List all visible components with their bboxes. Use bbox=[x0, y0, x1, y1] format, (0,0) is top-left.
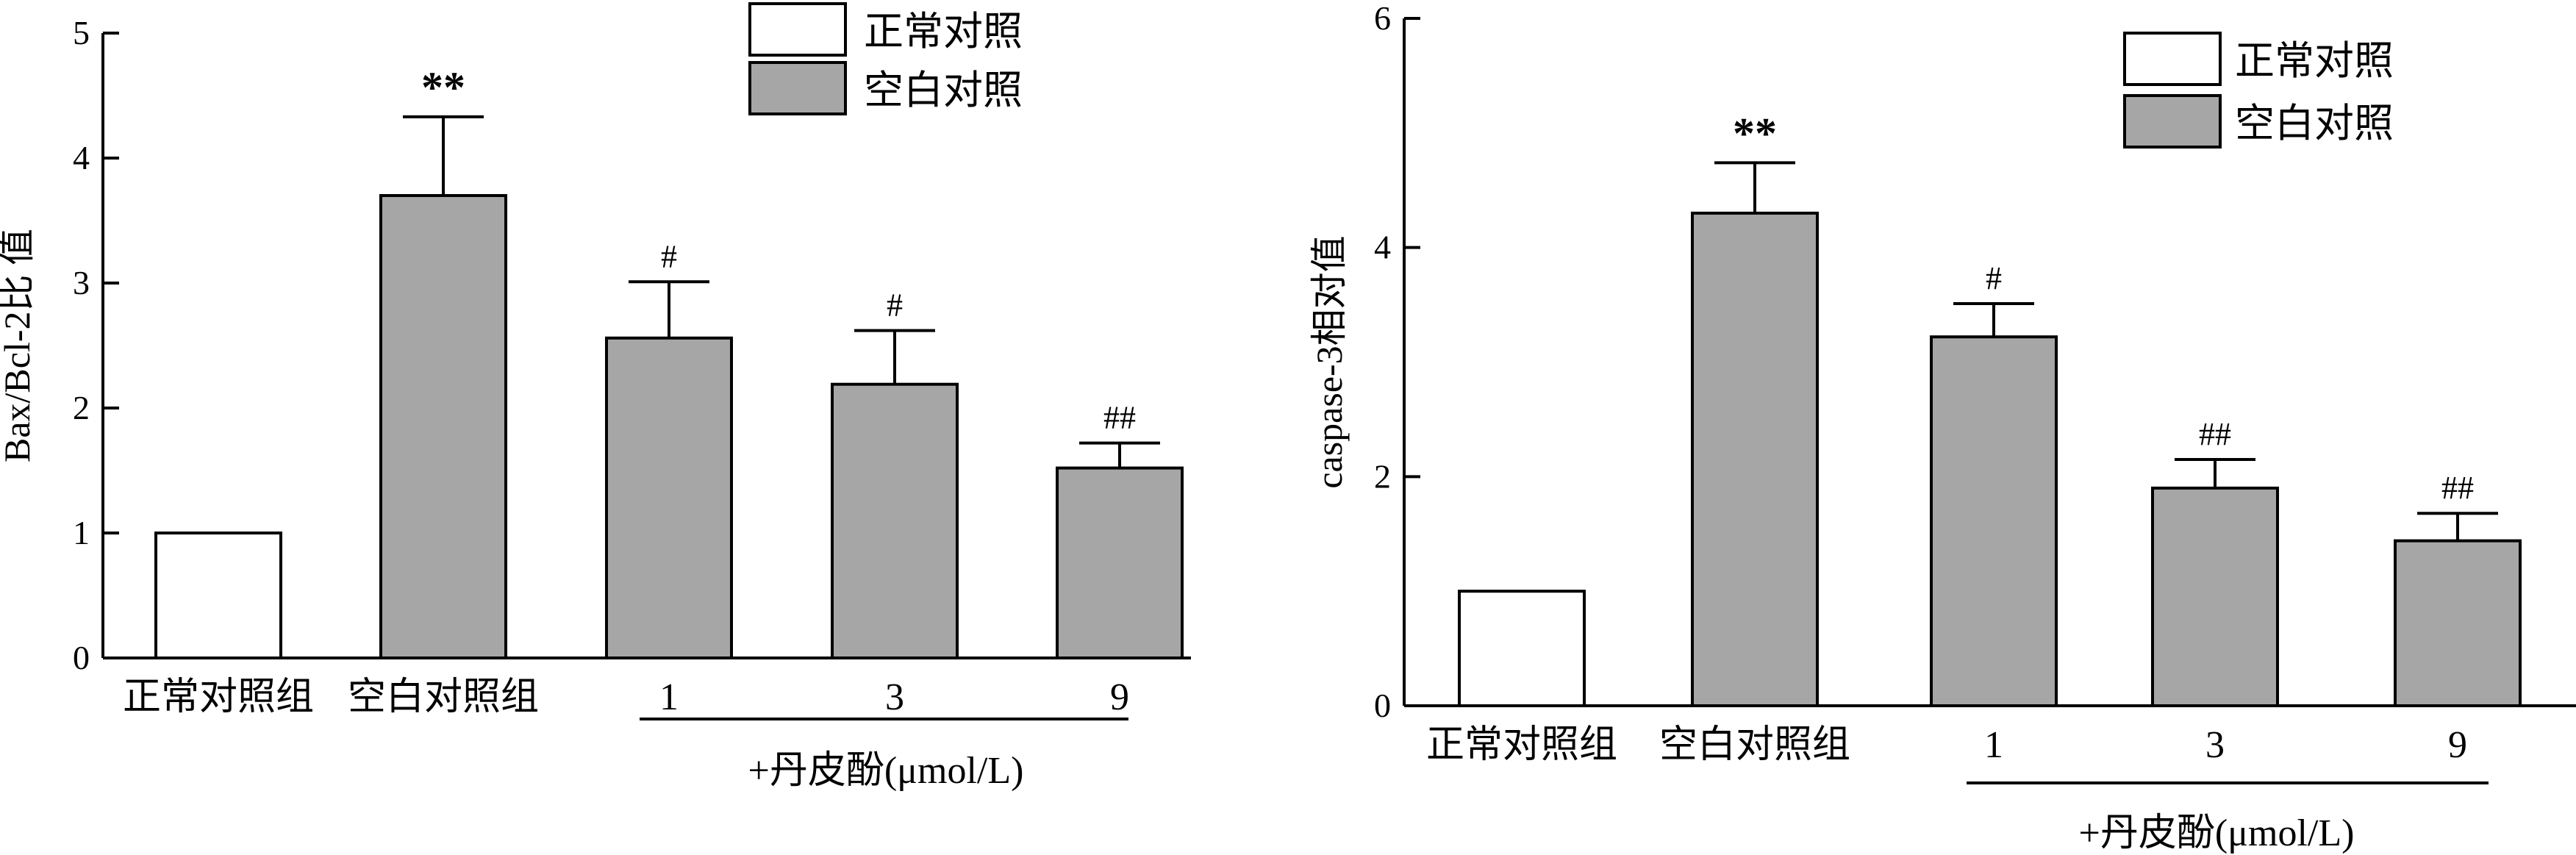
y-tick-label: 2 bbox=[1374, 457, 1391, 495]
significance-label: ** bbox=[1733, 109, 1777, 157]
y-tick-label: 5 bbox=[73, 14, 90, 51]
legend-swatch bbox=[2123, 94, 2222, 149]
significance-label: # bbox=[661, 238, 677, 274]
legend-label: 正常对照 bbox=[864, 10, 1023, 54]
legend-swatch bbox=[748, 2, 847, 57]
y-tick-label: 3 bbox=[73, 264, 90, 301]
bar bbox=[1691, 211, 1819, 707]
category-label: 1 bbox=[659, 676, 679, 718]
bar bbox=[831, 382, 959, 659]
significance-label: ## bbox=[2199, 416, 2231, 452]
bar bbox=[1056, 466, 1184, 659]
bar bbox=[1930, 335, 2058, 707]
category-label: 正常对照组 bbox=[123, 676, 314, 718]
bar bbox=[605, 336, 733, 659]
category-label: 正常对照组 bbox=[1426, 724, 1617, 766]
group-label: +丹皮酚(μmol/L) bbox=[2079, 812, 2355, 854]
category-label: 1 bbox=[1984, 724, 2003, 766]
significance-label: ## bbox=[2441, 470, 2474, 506]
category-label: 空白对照组 bbox=[1659, 724, 1850, 766]
y-tick-label: 4 bbox=[73, 139, 90, 176]
category-label: 3 bbox=[885, 676, 904, 718]
legend-label: 正常对照 bbox=[2235, 39, 2394, 83]
bar bbox=[2394, 539, 2522, 707]
y-tick-label: 2 bbox=[73, 389, 90, 426]
legend-swatch bbox=[748, 61, 847, 115]
legend-label: 空白对照 bbox=[2235, 101, 2394, 146]
y-tick-label: 1 bbox=[73, 514, 90, 551]
y-tick-label: 0 bbox=[1374, 687, 1391, 724]
category-label: 9 bbox=[1110, 676, 1129, 718]
bar bbox=[2151, 486, 2279, 708]
category-label: 3 bbox=[2205, 724, 2225, 766]
legend-swatch bbox=[2123, 32, 2222, 86]
legend-label: 空白对照 bbox=[864, 68, 1023, 112]
category-label: 空白对照组 bbox=[348, 676, 539, 718]
y-axis-label: Bax/Bcl-2比 值 bbox=[0, 229, 37, 462]
significance-label: ## bbox=[1103, 400, 1136, 436]
bar bbox=[154, 532, 282, 659]
significance-label: ** bbox=[421, 63, 465, 112]
y-tick-label: 4 bbox=[1374, 229, 1391, 266]
significance-label: # bbox=[1986, 260, 2002, 296]
significance-label: # bbox=[887, 287, 903, 323]
y-tick-label: 6 bbox=[1374, 0, 1391, 37]
bar bbox=[379, 194, 507, 659]
bar bbox=[1458, 590, 1586, 708]
y-tick-label: 0 bbox=[73, 639, 90, 676]
category-label: 9 bbox=[2448, 724, 2467, 766]
y-axis-label: caspase-3相对值 bbox=[1309, 235, 1350, 488]
group-label: +丹皮酚(μmol/L) bbox=[748, 750, 1024, 792]
